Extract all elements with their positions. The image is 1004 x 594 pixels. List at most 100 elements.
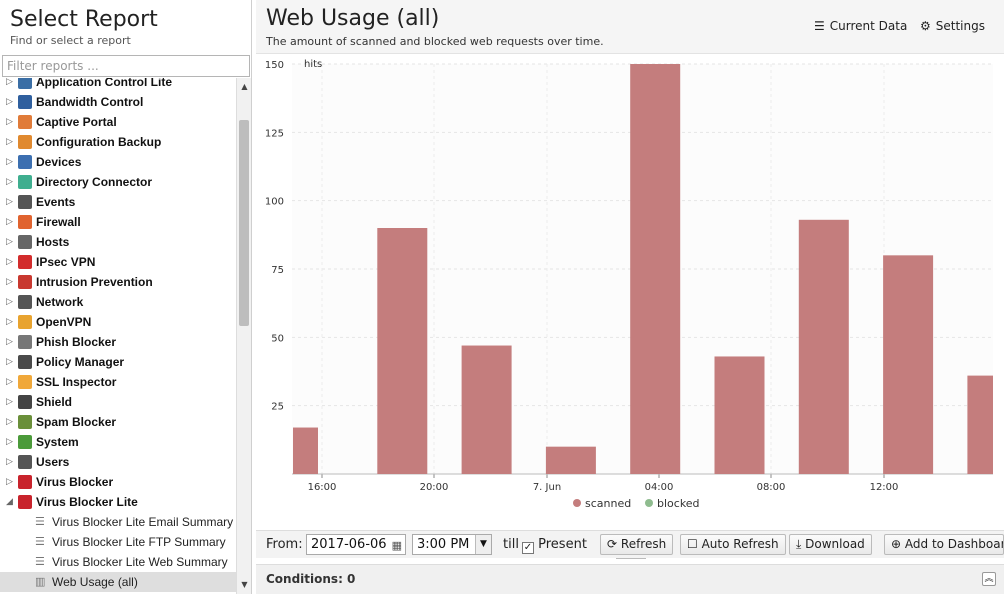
collapsed-arrow-icon[interactable]: ▷ [6,237,13,247]
tree-item[interactable]: ▷ Shield [0,392,236,412]
tree-item[interactable]: ▷ Phish Blocker [0,332,236,352]
tree-item[interactable]: ▷ Configuration Backup [0,132,236,152]
conditions-bar[interactable]: Conditions: 0 ︽ [256,564,1004,594]
tree-item[interactable]: ▷ Policy Manager [0,352,236,372]
collapsed-arrow-icon[interactable]: ▷ [6,257,13,267]
bar-scanned [798,219,849,474]
tree-item[interactable]: ▷ Directory Connector [0,172,236,192]
app-icon [18,235,32,249]
tree-item-label: Events [36,195,76,209]
tree-item-label: Users [36,455,70,469]
checkbox-checked-icon[interactable]: ✓ [522,542,534,554]
legend-marker [573,499,581,507]
x-tick-label: 12:00 [870,482,899,493]
tree-item-label: SSL Inspector [36,375,117,389]
tree-item[interactable]: ▷ Firewall [0,212,236,232]
tree-item-label: IPsec VPN [36,255,96,269]
tree-item[interactable]: ▷ Application Control Lite [0,78,236,92]
till-label: till [503,537,519,552]
from-label: From: [266,537,303,552]
add-to-dashboard-button[interactable]: ⊕ Add to Dashboard [884,534,1004,555]
tree-item[interactable]: ▷ Bandwidth Control [0,92,236,112]
tree-item[interactable]: ▷ Captive Portal [0,112,236,132]
collapsed-arrow-icon[interactable]: ▷ [6,78,13,87]
y-axis-label: hits [304,59,322,70]
tree-child-item[interactable]: ☰ Virus Blocker Lite Web Summary [0,552,236,572]
collapsed-arrow-icon[interactable]: ▷ [6,397,13,407]
settings-label: Settings [935,19,985,33]
tree-item[interactable]: ▷ OpenVPN [0,312,236,332]
from-time-select[interactable]: 3:00 PM ▼ [412,534,492,555]
panel-splitter[interactable] [616,558,646,564]
collapsed-arrow-icon[interactable]: ▷ [6,197,13,207]
web-usage-chart: 25 50 75 100 125 150 16:00 20:00 7. Jun 04:00 08:0… [265,59,993,510]
tree-child-label: Web Usage (all) [52,575,138,589]
y-tick-label: 125 [265,128,284,139]
collapsed-arrow-icon[interactable]: ▷ [6,277,13,287]
download-button[interactable]: ⤓ Download [789,534,872,555]
collapsed-arrow-icon[interactable]: ▷ [6,297,13,307]
collapsed-arrow-icon[interactable]: ▷ [6,377,13,387]
calendar-icon[interactable]: ▦ [391,539,402,552]
collapsed-arrow-icon[interactable]: ▷ [6,97,13,107]
present-checkbox[interactable]: ✓ Present [522,537,587,554]
app-icon [18,95,32,109]
scroll-down-icon[interactable]: ▼ [241,580,248,589]
app-icon [18,495,32,509]
tree-item[interactable]: ▷ Intrusion Prevention [0,272,236,292]
tree-item[interactable]: ▷ IPsec VPN [0,252,236,272]
tree-item[interactable]: ▷ Events [0,192,236,212]
app-icon [18,255,32,269]
report-panel: Select Report Find or select a report ▷ A… [0,0,252,594]
collapsed-arrow-icon[interactable]: ▷ [6,417,13,427]
tree-item[interactable]: ▷ Users [0,452,236,472]
tree-item[interactable]: ▷ Hosts [0,232,236,252]
from-date-field[interactable]: 2017-06-06 ▦ [306,534,406,555]
refresh-button[interactable]: ⟳ Refresh [600,534,674,555]
tree-item[interactable]: ▷ Devices [0,152,236,172]
list-icon: ☰ [35,515,45,528]
collapsed-arrow-icon[interactable]: ▷ [6,437,13,447]
x-tick-label: 04:00 [645,482,674,493]
app-icon [18,275,32,289]
tree-item[interactable]: ▷ Virus Blocker [0,472,236,492]
filter-reports-input[interactable] [2,55,250,77]
tree-item-label: OpenVPN [36,315,92,329]
tree-item[interactable]: ◢ Virus Blocker Lite [0,492,236,512]
collapsed-arrow-icon[interactable]: ▷ [6,137,13,147]
auto-refresh-button[interactable]: ☐ Auto Refresh [680,534,786,555]
tree-child-item[interactable]: ☰ Virus Blocker Lite Email Summary [0,512,236,532]
tree-item[interactable]: ▷ SSL Inspector [0,372,236,392]
collapsed-arrow-icon[interactable]: ▷ [6,217,13,227]
expanded-arrow-icon[interactable]: ◢ [6,497,13,507]
scroll-up-icon[interactable]: ▲ [241,82,248,91]
collapsed-arrow-icon[interactable]: ▷ [6,117,13,127]
collapsed-arrow-icon[interactable]: ▷ [6,337,13,347]
app-icon [18,455,32,469]
collapsed-arrow-icon[interactable]: ▷ [6,317,13,327]
tree-scrollbar[interactable]: ▲ ▼ [236,78,251,594]
app-icon [18,315,32,329]
collapsed-arrow-icon[interactable]: ▷ [6,357,13,367]
tree-child-item[interactable]: ☰ Virus Blocker Lite FTP Summary [0,532,236,552]
x-tick-label: 7. Jun [533,482,561,493]
expand-up-icon[interactable]: ︽ [982,572,996,586]
collapsed-arrow-icon[interactable]: ▷ [6,177,13,187]
settings-button[interactable]: ⚙ Settings [920,19,985,33]
collapsed-arrow-icon[interactable]: ▷ [6,457,13,467]
report-tree: ▷ Application Control Lite ▷ Bandwidth Cont… [0,78,236,594]
tree-item[interactable]: ▷ System [0,432,236,452]
tree-item-label: Application Control Lite [36,78,172,89]
tree-item[interactable]: ▷ Network [0,292,236,312]
tree-item[interactable]: ▷ Spam Blocker [0,412,236,432]
scrollbar-thumb[interactable] [239,120,249,326]
collapsed-arrow-icon[interactable]: ▷ [6,157,13,167]
tree-child-item[interactable]: ▥ Web Usage (all) [0,572,236,592]
collapsed-arrow-icon[interactable]: ▷ [6,477,13,487]
bar-scanned [630,64,681,474]
chevron-down-icon[interactable]: ▼ [475,535,491,554]
tree-item-label: Virus Blocker Lite [36,495,138,509]
bar-scanned [461,345,512,474]
current-data-button[interactable]: ☰ Current Data [814,19,907,33]
legend-label: scanned [585,497,631,510]
